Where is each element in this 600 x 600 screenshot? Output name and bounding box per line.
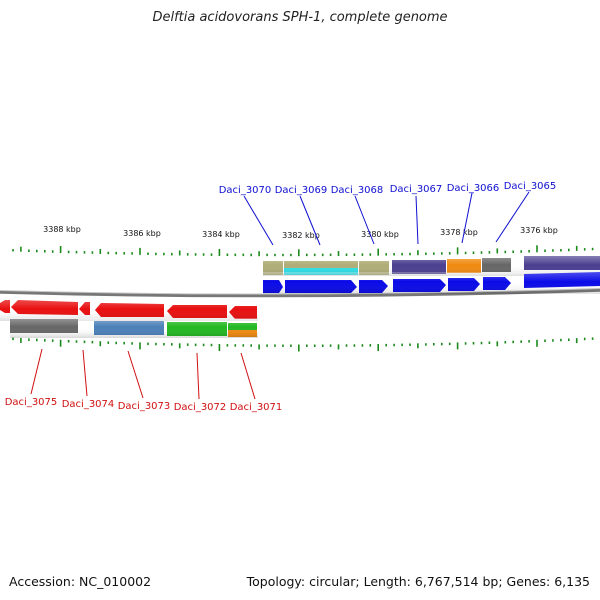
leader-line — [495, 191, 530, 243]
bottom-leader-lines — [30, 348, 256, 400]
category-track-shading — [263, 256, 600, 276]
gene-label-daci-3074: Daci_3074 — [62, 399, 115, 410]
ruler-label-3386: 3386 kbp — [123, 229, 161, 238]
ruler-label-3378: 3378 kbp — [440, 228, 478, 237]
ruler-label-3384: 3384 kbp — [202, 230, 240, 239]
top-leader-lines — [243, 191, 530, 246]
ruler-label-3388: 3388 kbp — [43, 225, 81, 234]
leader-line — [354, 195, 375, 245]
ruler-ticks-bottom — [12, 337, 594, 352]
gene-label-daci-3070: Daci_3070 — [219, 185, 272, 196]
ruler-label-3376: 3376 kbp — [520, 226, 558, 235]
ruler-label-3380: 3380 kbp — [361, 230, 399, 239]
ruler-ticks-top — [12, 245, 594, 257]
topology-summary: Topology: circular; Length: 6,767,514 bp… — [246, 574, 590, 589]
gene-label-daci-3065: Daci_3065 — [504, 181, 557, 192]
map-title: Delftia acidovorans SPH-1, complete geno… — [152, 10, 448, 25]
gene-label-daci-3068: Daci_3068 — [331, 185, 384, 196]
forward-strand-track — [263, 272, 600, 294]
gene-label-daci-3072: Daci_3072 — [174, 402, 227, 413]
leader-line — [243, 195, 274, 246]
reverse-strand-track — [0, 299, 258, 321]
gene-label-daci-3066: Daci_3066 — [447, 183, 500, 194]
leader-line — [299, 195, 321, 246]
leader-line — [127, 350, 144, 399]
leader-line — [240, 352, 256, 400]
accession-text: Accession: NC_010002 — [9, 574, 152, 589]
leader-line — [30, 348, 43, 395]
top-category-track — [263, 256, 600, 276]
gene-label-daci-3071: Daci_3071 — [230, 402, 283, 413]
gene-label-daci-3073: Daci_3073 — [118, 401, 171, 412]
leader-line — [461, 192, 473, 244]
leader-line — [196, 352, 200, 400]
gene-label-daci-3069: Daci_3069 — [275, 185, 328, 196]
bottom-category-track — [10, 318, 258, 338]
forward-track-shading — [263, 272, 600, 294]
reverse-track-shading — [0, 299, 258, 321]
leader-line — [415, 195, 419, 245]
gene-label-daci-3075: Daci_3075 — [5, 397, 58, 408]
leader-line — [82, 349, 88, 397]
gene-label-daci-3067: Daci_3067 — [390, 184, 443, 195]
category-track-shading — [10, 318, 258, 338]
ruler-label-3382: 3382 kbp — [282, 231, 320, 240]
